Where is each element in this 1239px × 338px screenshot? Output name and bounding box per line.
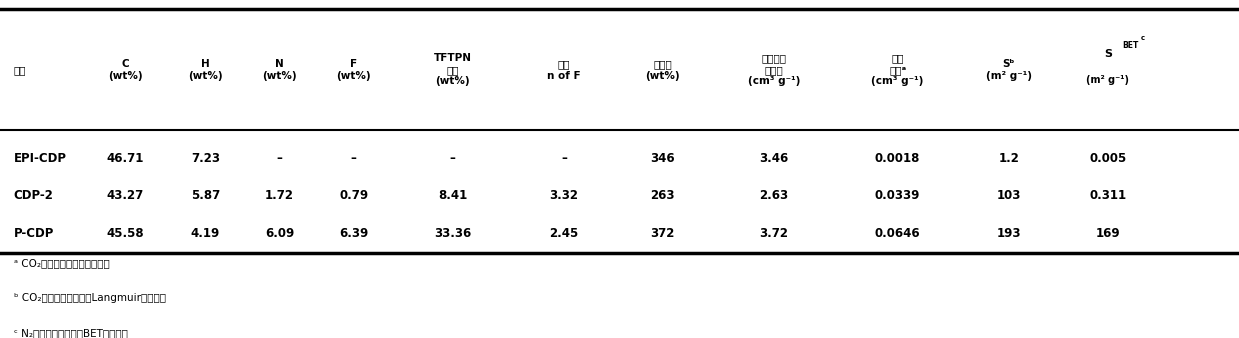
Text: –: – [450,152,456,165]
Text: 372: 372 [650,227,675,240]
Text: 0.0018: 0.0018 [875,152,921,165]
Text: 干孔
体积ᵃ
(cm³ g⁻¹): 干孔 体积ᵃ (cm³ g⁻¹) [871,53,924,86]
Text: 0.0646: 0.0646 [875,227,921,240]
Text: 样品: 样品 [14,65,26,75]
Text: 0.79: 0.79 [339,189,368,202]
Text: 6.39: 6.39 [339,227,368,240]
Text: 8.41: 8.41 [437,189,467,202]
Text: 263: 263 [650,189,675,202]
Text: S: S [1104,49,1111,58]
Text: Sᵇ
(m² g⁻¹): Sᵇ (m² g⁻¹) [986,59,1032,80]
Text: 3.46: 3.46 [760,152,789,165]
Text: N
(wt%): N (wt%) [263,59,297,80]
Text: 7.23: 7.23 [191,152,219,165]
Text: 346: 346 [650,152,675,165]
Text: (m² g⁻¹): (m² g⁻¹) [1087,75,1129,86]
Text: 0.0339: 0.0339 [875,189,921,202]
Text: ᶜ N₂吸附等温线测得的BET比表面积: ᶜ N₂吸附等温线测得的BET比表面积 [14,328,128,338]
Text: 3.32: 3.32 [549,189,579,202]
Text: P-CDP: P-CDP [14,227,55,240]
Text: 193: 193 [996,227,1021,240]
Text: H
(wt%): H (wt%) [188,59,223,80]
Text: c: c [1140,34,1145,41]
Text: 吸水率
(wt%): 吸水率 (wt%) [646,59,680,80]
Text: 46.71: 46.71 [107,152,144,165]
Text: 4.19: 4.19 [191,227,221,240]
Text: 单位体积
吸水率
(cm³ g⁻¹): 单位体积 吸水率 (cm³ g⁻¹) [748,53,800,86]
Text: BET: BET [1121,41,1139,50]
Text: 1.2: 1.2 [999,152,1020,165]
Text: 43.27: 43.27 [107,189,144,202]
Text: –: – [276,152,282,165]
Text: CDP-2: CDP-2 [14,189,53,202]
Text: 氟代
n of F: 氟代 n of F [548,59,581,80]
Text: 2.63: 2.63 [760,189,788,202]
Text: 6.09: 6.09 [265,227,294,240]
Text: ᵇ CO₂吸附等温线测得的Langmuir比表面积: ᵇ CO₂吸附等温线测得的Langmuir比表面积 [14,293,166,304]
Text: –: – [561,152,566,165]
Text: 169: 169 [1095,227,1120,240]
Text: F
(wt%): F (wt%) [337,59,370,80]
Text: 0.005: 0.005 [1089,152,1126,165]
Text: –: – [351,152,357,165]
Text: 1.72: 1.72 [265,189,294,202]
Text: 5.87: 5.87 [191,189,221,202]
Text: EPI-CDP: EPI-CDP [14,152,67,165]
Text: 33.36: 33.36 [434,227,471,240]
Text: ᵃ CO₂吸附等温线测得的孔体积: ᵃ CO₂吸附等温线测得的孔体积 [14,259,109,269]
Text: 45.58: 45.58 [107,227,144,240]
Text: 2.45: 2.45 [549,227,579,240]
Text: TFTPN
含量
(wt%): TFTPN 含量 (wt%) [434,53,472,86]
Text: 0.311: 0.311 [1089,189,1126,202]
Text: 3.72: 3.72 [760,227,788,240]
Text: 103: 103 [996,189,1021,202]
Text: C
(wt%): C (wt%) [108,59,142,80]
